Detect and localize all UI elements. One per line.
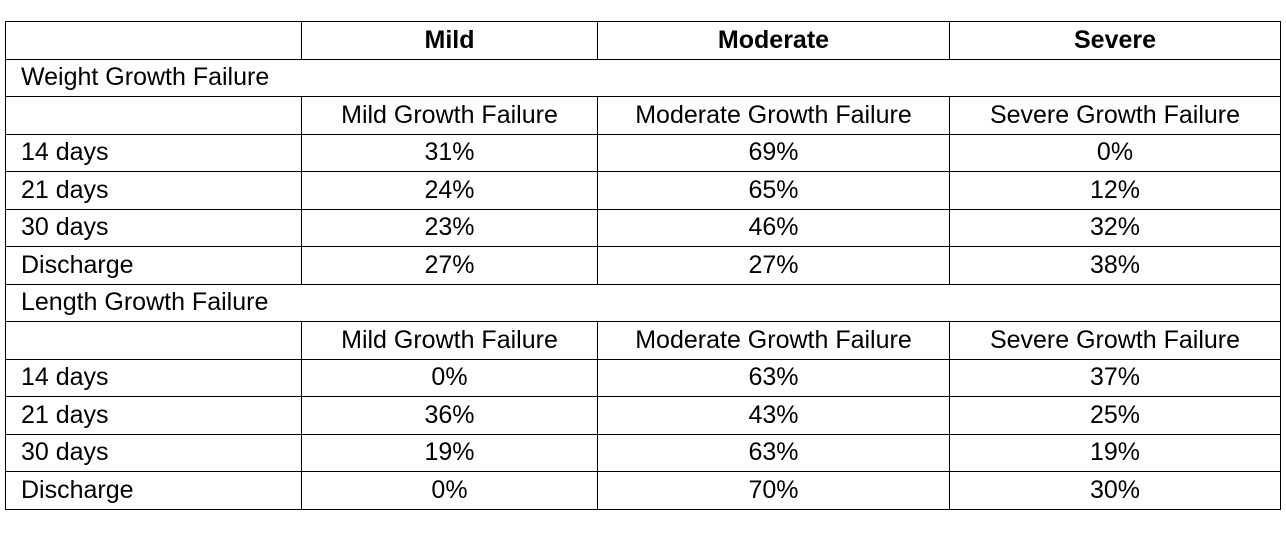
value-cell: 30% — [949, 471, 1281, 510]
table-row: 21 days 24% 65% 12% — [5, 171, 1281, 210]
subheader-cell: Mild Growth Failure — [301, 96, 598, 135]
header-row: Mild Moderate Severe — [5, 21, 1281, 60]
value-cell: 19% — [301, 433, 598, 472]
value-cell: 23% — [301, 208, 598, 247]
value-cell: 0% — [949, 133, 1281, 172]
subheader-cell: Severe Growth Failure — [949, 96, 1281, 135]
table-row: 14 days 31% 69% 0% — [5, 133, 1281, 172]
row-label: 21 days — [5, 396, 302, 435]
table-row: 14 days 0% 63% 37% — [5, 358, 1281, 397]
subheader-cell: Moderate Growth Failure — [597, 96, 950, 135]
subheader-empty-cell — [5, 96, 302, 135]
value-cell: 25% — [949, 396, 1281, 435]
row-label: Discharge — [5, 246, 302, 285]
value-cell: 38% — [949, 246, 1281, 285]
table-row: Discharge 27% 27% 38% — [5, 246, 1281, 285]
value-cell: 37% — [949, 358, 1281, 397]
section-title-row: Length Growth Failure — [5, 283, 1281, 322]
row-label: 30 days — [5, 433, 302, 472]
row-label: 14 days — [5, 133, 302, 172]
value-cell: 32% — [949, 208, 1281, 247]
row-label: 14 days — [5, 358, 302, 397]
value-cell: 63% — [597, 358, 950, 397]
value-cell: 31% — [301, 133, 598, 172]
table-row: 30 days 23% 46% 32% — [5, 208, 1281, 247]
header-moderate: Moderate — [597, 21, 950, 60]
value-cell: 24% — [301, 171, 598, 210]
row-label: Discharge — [5, 471, 302, 510]
header-severe: Severe — [949, 21, 1281, 60]
value-cell: 19% — [949, 433, 1281, 472]
subheader-empty-cell — [5, 321, 302, 360]
section-title: Length Growth Failure — [5, 283, 1281, 322]
subheader-cell: Moderate Growth Failure — [597, 321, 950, 360]
row-label: 30 days — [5, 208, 302, 247]
subheader-cell: Mild Growth Failure — [301, 321, 598, 360]
row-label: 21 days — [5, 171, 302, 210]
subheader-cell: Severe Growth Failure — [949, 321, 1281, 360]
value-cell: 27% — [301, 246, 598, 285]
value-cell: 70% — [597, 471, 950, 510]
subheader-row: Mild Growth Failure Moderate Growth Fail… — [5, 321, 1281, 360]
value-cell: 27% — [597, 246, 950, 285]
value-cell: 12% — [949, 171, 1281, 210]
value-cell: 69% — [597, 133, 950, 172]
section-title-row: Weight Growth Failure — [5, 58, 1281, 97]
table-row: 30 days 19% 63% 19% — [5, 433, 1281, 472]
subheader-row: Mild Growth Failure Moderate Growth Fail… — [5, 96, 1281, 135]
section-title: Weight Growth Failure — [5, 58, 1281, 97]
value-cell: 36% — [301, 396, 598, 435]
value-cell: 0% — [301, 471, 598, 510]
header-mild: Mild — [301, 21, 598, 60]
value-cell: 0% — [301, 358, 598, 397]
value-cell: 46% — [597, 208, 950, 247]
table-row: 21 days 36% 43% 25% — [5, 396, 1281, 435]
value-cell: 65% — [597, 171, 950, 210]
value-cell: 63% — [597, 433, 950, 472]
header-empty-cell — [5, 21, 302, 60]
growth-failure-table: Mild Moderate Severe Weight Growth Failu… — [5, 21, 1281, 510]
value-cell: 43% — [597, 396, 950, 435]
table-row: Discharge 0% 70% 30% — [5, 471, 1281, 510]
